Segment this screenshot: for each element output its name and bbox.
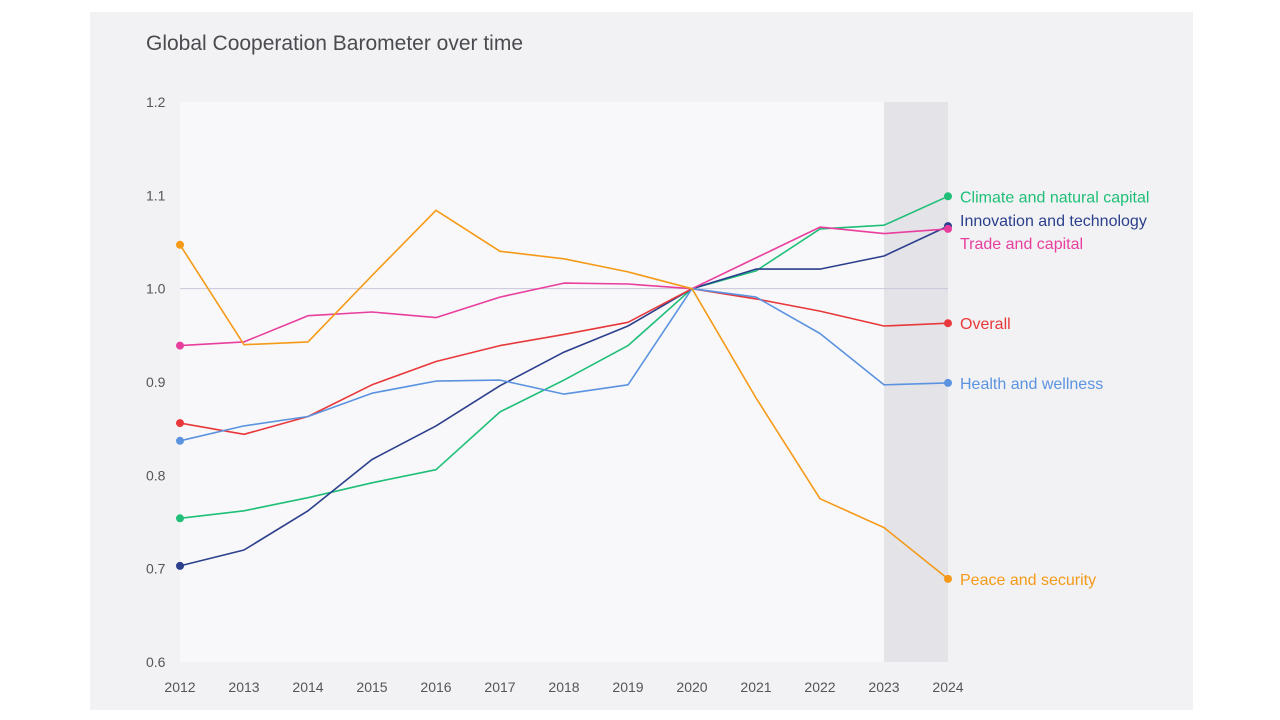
x-tick-label: 2013 [228, 679, 259, 695]
chart-title: Global Cooperation Barometer over time [146, 32, 524, 55]
end-point-health-and-wellness [944, 378, 952, 387]
start-point-overall [176, 419, 184, 428]
series-line-climate-and-natural-capital [179, 195, 949, 520]
x-tick-label: 2017 [484, 679, 515, 695]
x-tick-label: 2014 [292, 679, 323, 695]
x-tick-label: 2023 [868, 679, 899, 695]
start-point-climate-and-natural-capital [176, 514, 184, 523]
start-point-trade-and-capital [176, 341, 184, 350]
end-point-trade-and-capital [944, 224, 952, 233]
y-tick-label: 1.1 [146, 187, 166, 203]
series-label-health-and-wellness: Health and wellness [960, 376, 1103, 393]
y-tick-label: 0.8 [146, 467, 166, 483]
plot-area [180, 102, 948, 662]
start-point-innovation-and-technology [176, 561, 184, 570]
series-label-trade-and-capital: Trade and capital [960, 236, 1083, 253]
end-point-overall [944, 319, 952, 328]
y-tick-label: 0.9 [146, 374, 166, 390]
x-tick-label: 2024 [932, 679, 963, 695]
y-tick-label: 0.6 [146, 654, 166, 670]
x-tick-label: 2022 [804, 679, 835, 695]
end-point-peace-and-security [944, 574, 952, 583]
x-tick-label: 2016 [420, 679, 451, 695]
y-tick-label: 1.2 [146, 94, 166, 110]
start-point-peace-and-security [176, 240, 184, 249]
series-label-overall: Overall [960, 316, 1011, 333]
x-tick-label: 2012 [164, 679, 195, 695]
series-line-health-and-wellness [179, 287, 949, 442]
series-line-innovation-and-technology [179, 225, 949, 567]
x-tick-label: 2015 [356, 679, 387, 695]
start-point-health-and-wellness [176, 436, 184, 445]
series-line-peace-and-security [179, 209, 949, 580]
series-line-trade-and-capital [179, 226, 949, 347]
shaded-region [884, 102, 948, 662]
series-label-climate-and-natural-capital: Climate and natural capital [960, 189, 1149, 206]
x-tick-label: 2020 [676, 679, 707, 695]
series-label-innovation-and-technology: Innovation and technology [960, 213, 1147, 230]
x-tick-label: 2021 [740, 679, 771, 695]
x-tick-label: 2019 [612, 679, 643, 695]
y-tick-label: 1.0 [146, 281, 166, 297]
y-tick-label: 0.7 [146, 561, 166, 577]
x-tick-label: 2018 [548, 679, 579, 695]
end-point-climate-and-natural-capital [944, 192, 952, 201]
series-label-peace-and-security: Peace and security [960, 572, 1096, 589]
